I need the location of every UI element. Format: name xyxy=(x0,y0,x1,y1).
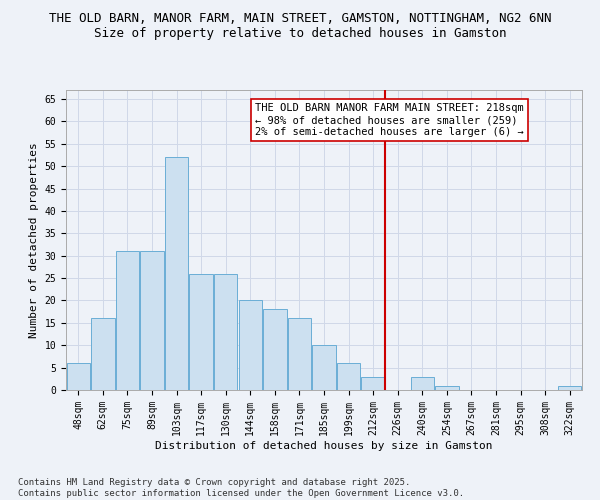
Bar xyxy=(239,300,262,390)
Bar xyxy=(91,318,115,390)
Text: Contains HM Land Registry data © Crown copyright and database right 2025.
Contai: Contains HM Land Registry data © Crown c… xyxy=(18,478,464,498)
Bar xyxy=(263,310,287,390)
Y-axis label: Number of detached properties: Number of detached properties xyxy=(29,142,39,338)
Bar xyxy=(435,386,458,390)
X-axis label: Distribution of detached houses by size in Gamston: Distribution of detached houses by size … xyxy=(155,440,493,450)
Bar xyxy=(165,157,188,390)
Text: THE OLD BARN MANOR FARM MAIN STREET: 218sqm
← 98% of detached houses are smaller: THE OLD BARN MANOR FARM MAIN STREET: 218… xyxy=(255,104,524,136)
Bar xyxy=(558,386,581,390)
Bar xyxy=(313,345,335,390)
Bar xyxy=(116,251,139,390)
Text: THE OLD BARN, MANOR FARM, MAIN STREET, GAMSTON, NOTTINGHAM, NG2 6NN: THE OLD BARN, MANOR FARM, MAIN STREET, G… xyxy=(49,12,551,26)
Bar xyxy=(140,251,164,390)
Bar xyxy=(288,318,311,390)
Bar xyxy=(67,363,90,390)
Bar xyxy=(214,274,238,390)
Text: Size of property relative to detached houses in Gamston: Size of property relative to detached ho… xyxy=(94,28,506,40)
Bar xyxy=(410,376,434,390)
Bar xyxy=(337,363,360,390)
Bar xyxy=(190,274,213,390)
Bar xyxy=(361,376,385,390)
